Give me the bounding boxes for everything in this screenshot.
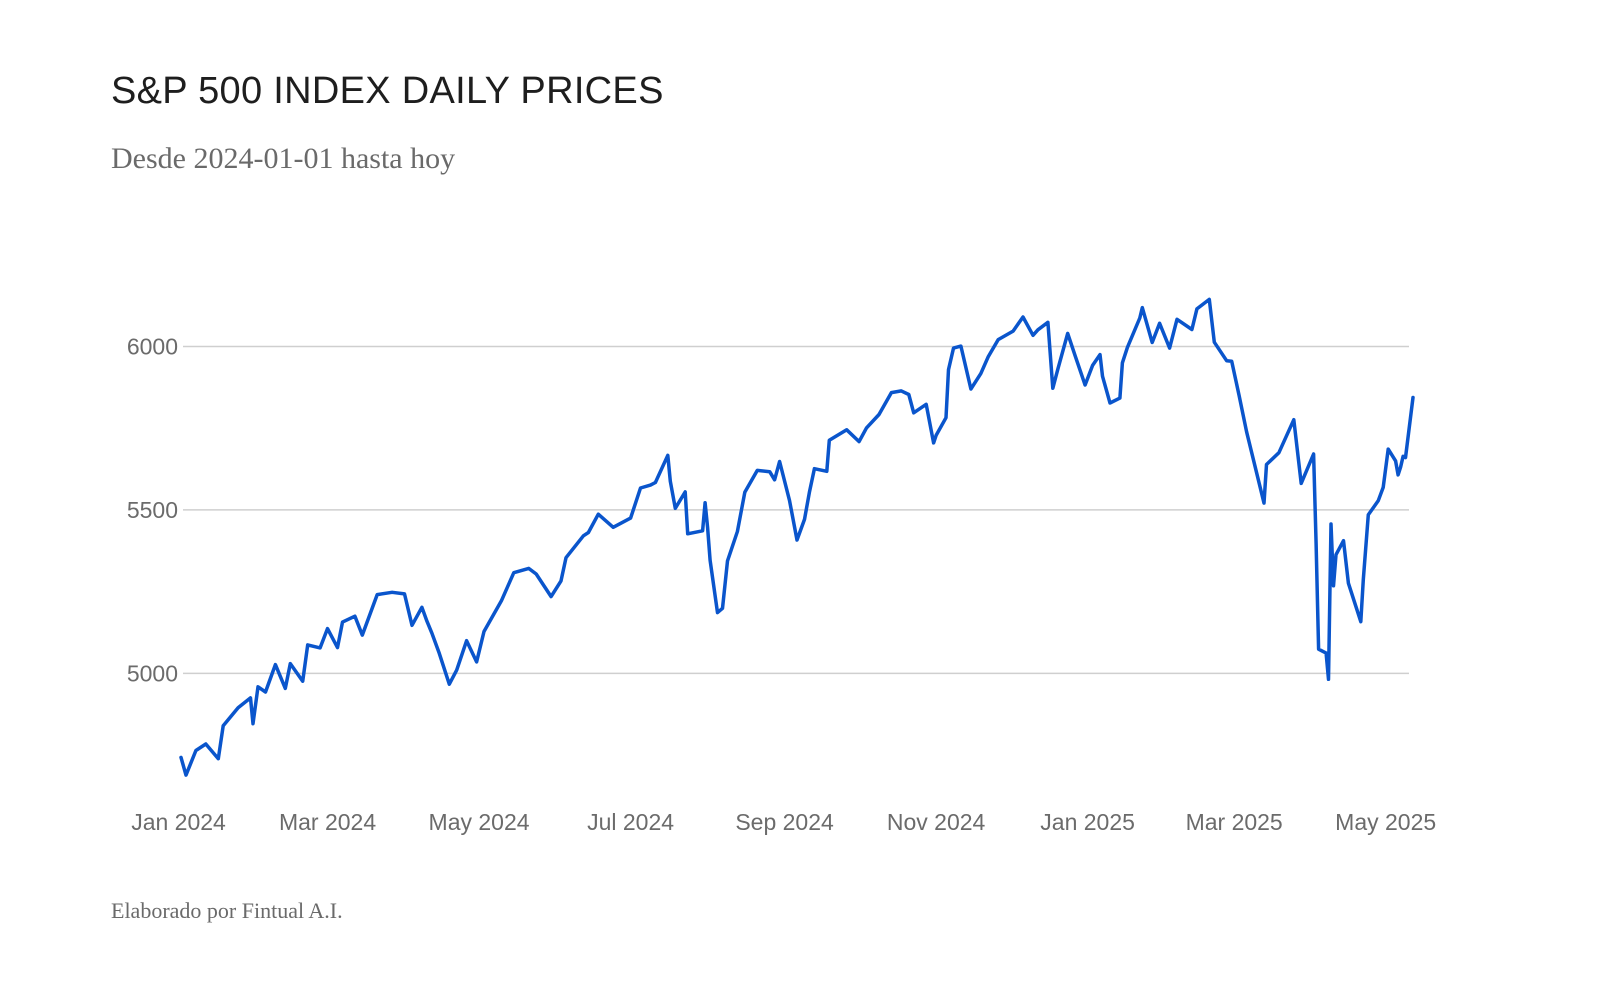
x-tick-label: Mar 2025: [1186, 809, 1283, 835]
x-tick-label: Mar 2024: [279, 809, 376, 835]
gridlines: [183, 345, 1409, 675]
x-tick-label: May 2025: [1335, 809, 1436, 835]
chart-subtitle: Desde 2024-01-01 hasta hoy: [111, 142, 456, 175]
x-tick-label: Sep 2024: [735, 809, 834, 835]
series-line-sp500: [179, 297, 1415, 777]
series-group: [179, 297, 1415, 777]
chart-title: S&P 500 INDEX DAILY PRICES: [111, 70, 664, 112]
x-tick-label: Jan 2024: [131, 809, 226, 835]
y-tick-label: 6000: [127, 333, 178, 359]
x-tick-label: May 2024: [429, 809, 530, 835]
y-axis-tick-labels: 5000 5500 6000: [127, 333, 178, 686]
x-axis-tick-labels: Jan 2024 Mar 2024 May 2024 Jul 2024 Sep 2024…: [131, 809, 1436, 835]
y-tick-label: 5000: [127, 660, 178, 686]
x-tick-label: Jul 2024: [587, 809, 674, 835]
chart-source-note: Elaborado por Fintual A.I.: [111, 898, 343, 923]
x-tick-label: Jan 2025: [1040, 809, 1135, 835]
x-tick-label: Nov 2024: [887, 809, 986, 835]
y-tick-label: 5500: [127, 497, 178, 523]
